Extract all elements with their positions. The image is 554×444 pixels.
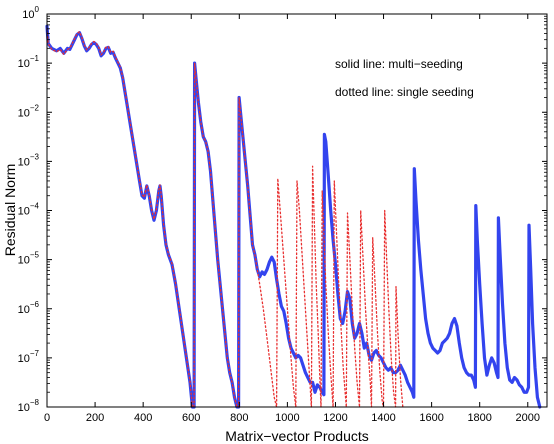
x-axis-label: Matrix−vector Products: [225, 428, 369, 444]
annotation-solid: solid line: multi−seeding: [335, 57, 463, 71]
x-tick-label: 2000: [516, 412, 540, 424]
y-tick-label: 10−4: [18, 202, 40, 218]
y-tick-base: 10: [22, 9, 34, 21]
x-tick-label: 1800: [467, 412, 491, 424]
y-tick-base: 10: [18, 156, 30, 168]
x-tick-label: 1400: [371, 412, 395, 424]
y-tick-label: 10−1: [18, 54, 40, 70]
ticks-layer: 0 200 400 600 800 1000 1200 1400 1600 1800 2000100…: [18, 5, 547, 424]
y-tick-label: 10−2: [18, 103, 40, 119]
y-tick-label: 10−7: [18, 349, 40, 365]
x-tick-label: 1600: [419, 412, 443, 424]
y-tick-exponent: −7: [30, 349, 40, 358]
annotation-dotted: dotted line: single seeding: [335, 85, 474, 99]
y-tick-label: 100: [22, 5, 39, 21]
y-tick-label: 10−5: [18, 251, 40, 267]
y-tick-label: 10−3: [18, 152, 40, 168]
y-tick-label: 10−6: [18, 300, 40, 316]
x-tick-label: 600: [182, 412, 200, 424]
y-tick-exponent: −2: [30, 103, 40, 112]
y-tick-base: 10: [18, 304, 30, 316]
x-tick-label: 0: [44, 412, 50, 424]
y-tick-exponent: −1: [30, 54, 40, 63]
y-tick-label: 10−8: [18, 398, 40, 414]
y-tick-base: 10: [18, 402, 30, 414]
x-tick-label: 200: [86, 412, 104, 424]
y-tick-exponent: −3: [30, 152, 40, 161]
x-tick-label: 800: [230, 412, 248, 424]
y-tick-exponent: −6: [30, 300, 40, 309]
y-tick-exponent: −8: [30, 398, 40, 407]
y-axis-label: Residual Norm: [2, 164, 18, 257]
y-tick-base: 10: [18, 206, 30, 218]
y-tick-base: 10: [18, 255, 30, 267]
y-tick-base: 10: [18, 58, 30, 70]
x-tick-label: 1000: [275, 412, 299, 424]
y-tick-exponent: 0: [35, 5, 40, 14]
y-tick-exponent: −5: [30, 251, 40, 260]
y-tick-exponent: −4: [30, 202, 40, 211]
x-tick-label: 400: [134, 412, 152, 424]
x-tick-label: 1200: [323, 412, 347, 424]
y-tick-base: 10: [18, 107, 30, 119]
y-tick-base: 10: [18, 353, 30, 365]
